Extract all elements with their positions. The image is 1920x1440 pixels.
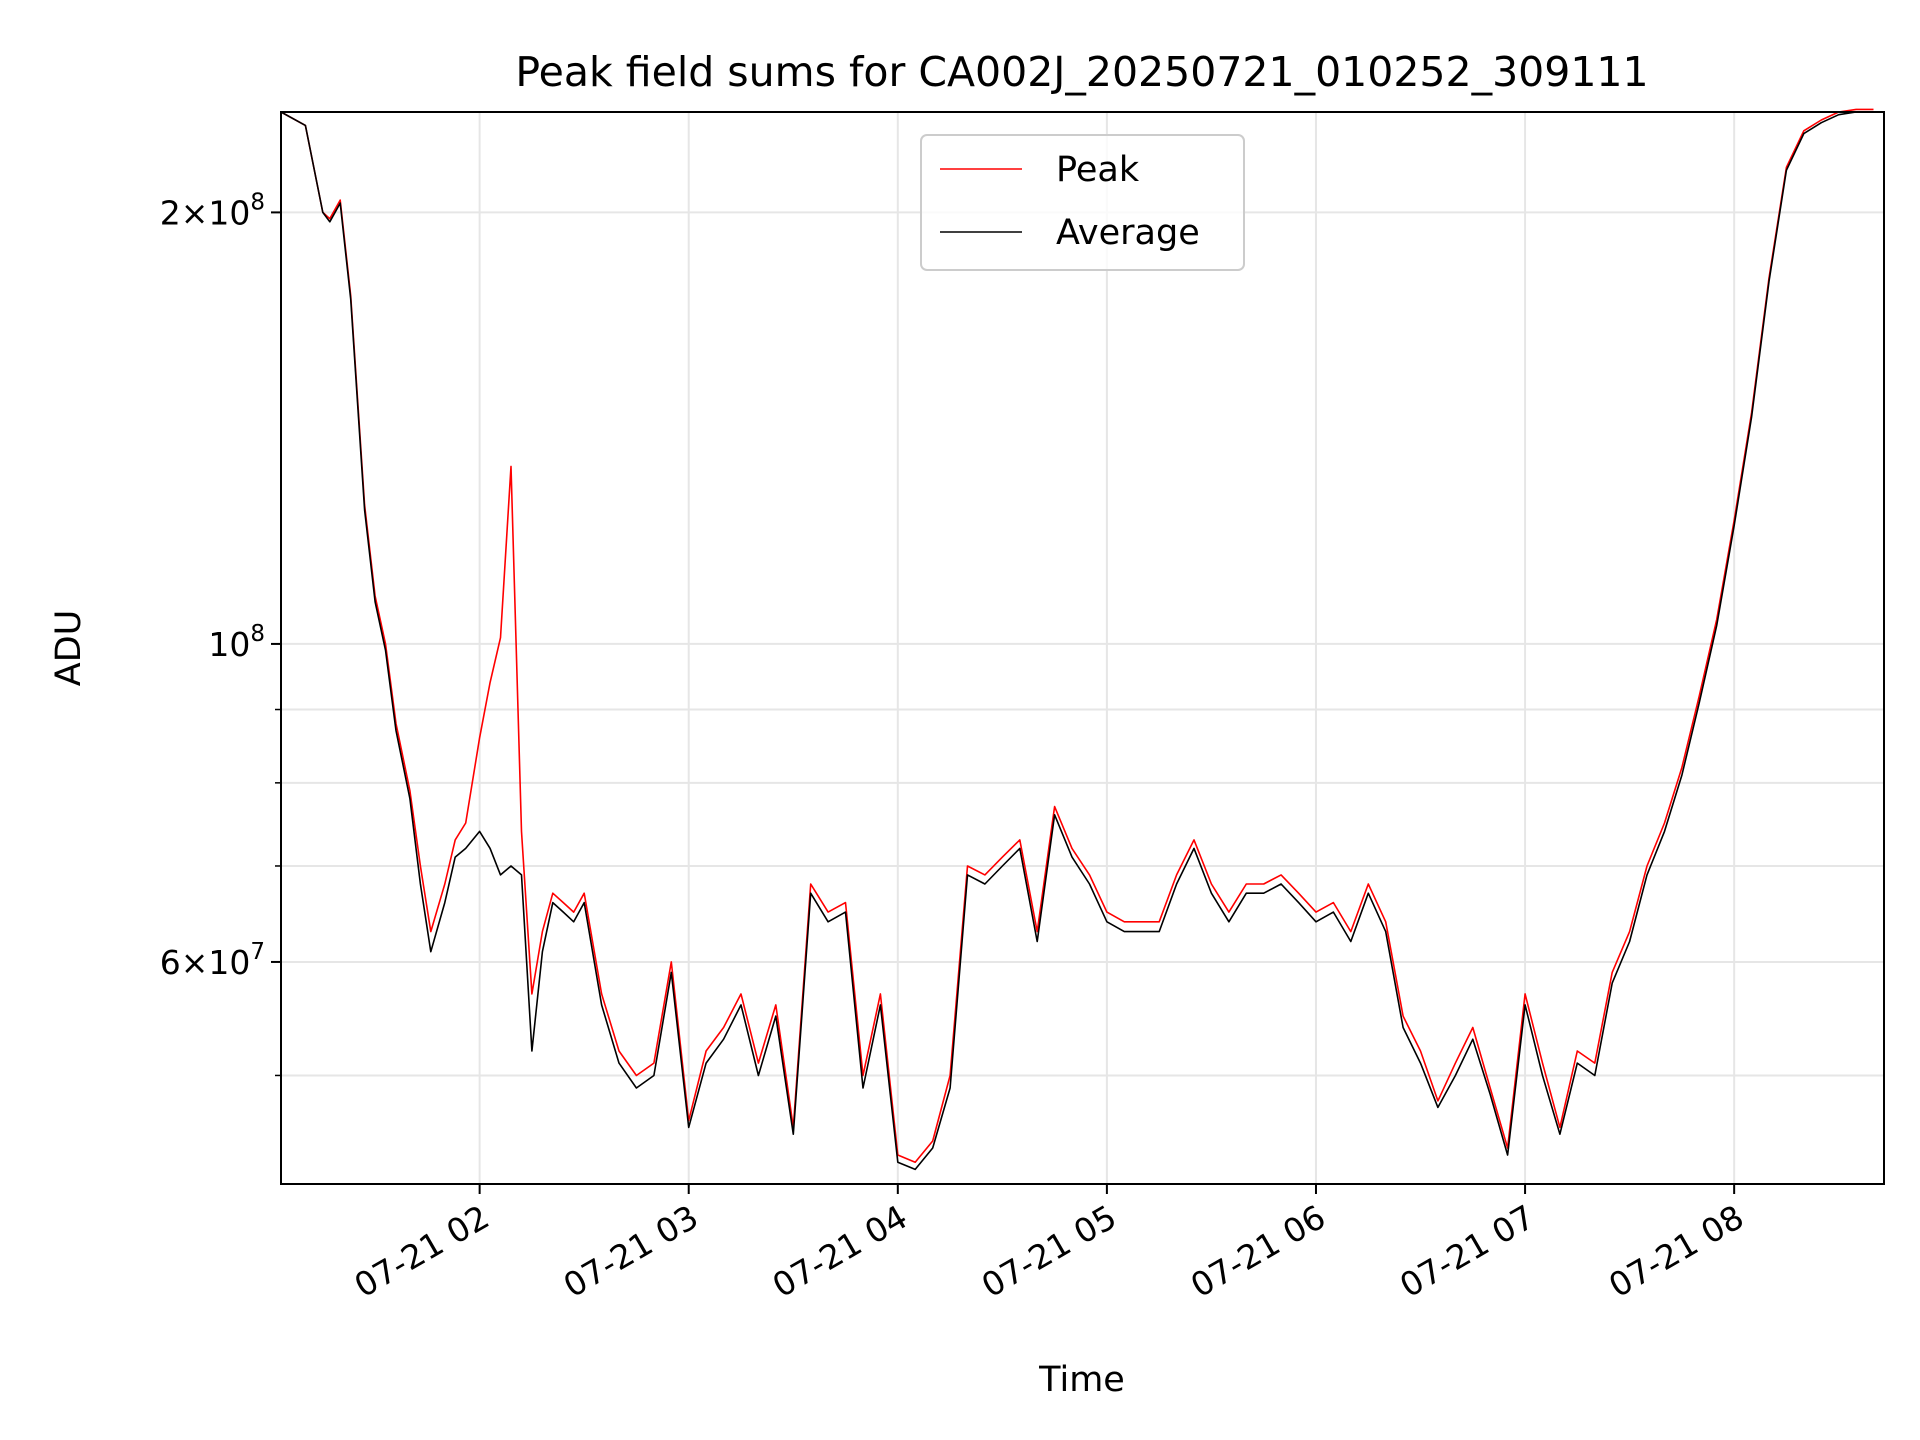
legend-label-peak: Peak [1056, 150, 1140, 190]
y-axis-label: ADU [49, 610, 89, 687]
legend: Peak Average [920, 134, 1245, 271]
x-axis-label: Time [1038, 1360, 1125, 1400]
plot-frame [280, 111, 1885, 1185]
grid [281, 112, 1884, 1184]
y-axis: 6×107 108 2×108 [160, 189, 281, 1077]
y-tick-label: 6×107 [160, 939, 265, 982]
y-tick-label: 2×108 [160, 189, 265, 232]
series-line-peak [280, 108, 1874, 1163]
series-line-average [280, 111, 1874, 1171]
y-tick-label: 108 [208, 621, 265, 664]
series-layer [280, 108, 1874, 1171]
legend-label-average: Average [1056, 213, 1200, 253]
chart-title: Peak field sums for CA002J_20250721_0102… [515, 48, 1648, 96]
